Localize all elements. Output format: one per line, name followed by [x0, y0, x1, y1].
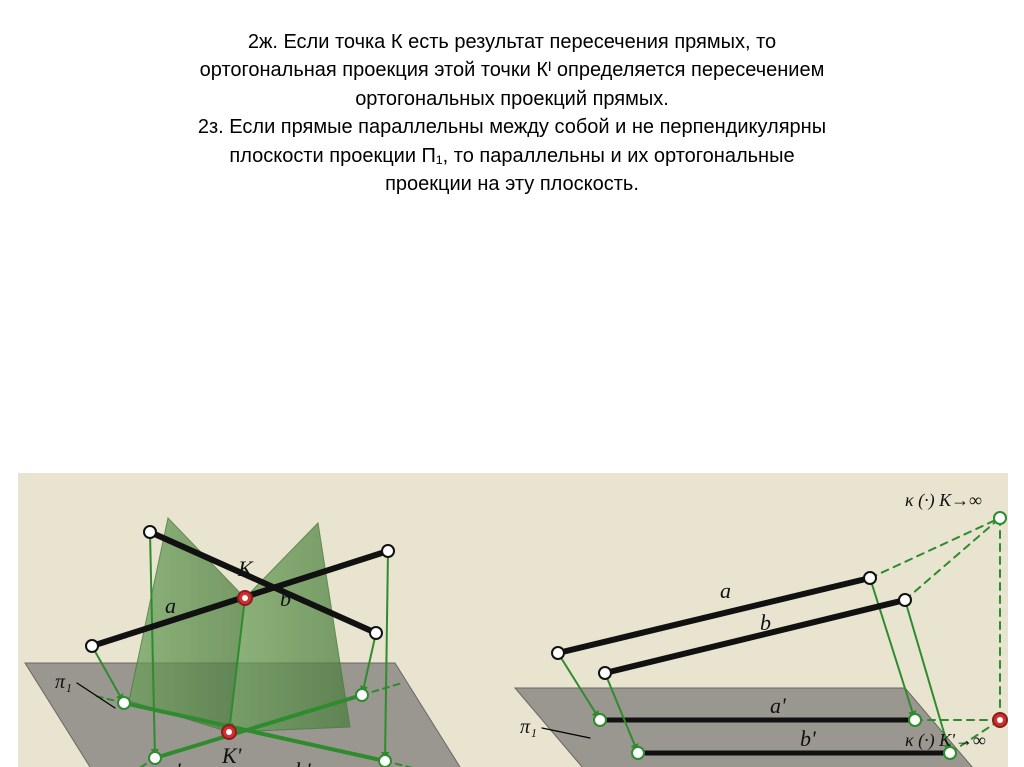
svg-text:a: a — [165, 593, 176, 618]
svg-text:π₁: π₁ — [55, 671, 72, 693]
svg-text:K': K' — [221, 743, 242, 767]
svg-text:a': a' — [770, 693, 786, 718]
hline1: 2ж. Если точка К есть результат пересече… — [28, 28, 996, 56]
svg-text:b': b' — [800, 726, 816, 751]
svg-text:b': b' — [295, 758, 311, 767]
svg-text:κ (·) K'→∞: κ (·) K'→∞ — [905, 730, 986, 751]
svg-text:K: K — [237, 556, 254, 581]
header-text: 2ж. Если точка К есть результат пересече… — [0, 0, 1024, 198]
figure-container: π₁abKa'b'K'π₁aba'b'κ (·) K→∞κ (·) K'→∞ — [0, 198, 1024, 718]
svg-text:π₁: π₁ — [520, 716, 537, 738]
svg-text:κ (·) K→∞: κ (·) K→∞ — [905, 490, 982, 511]
hline5: плоскости проекции П₁, то параллельны и … — [28, 142, 996, 170]
svg-text:b: b — [760, 610, 771, 635]
hline2: ортогональная проекция этой точки Кᴵ опр… — [28, 56, 996, 84]
projection-diagram: π₁ a b Ka' b' K' π₁ a b a' b' κ (·) K→∞ κ (·) K'→∞ — [0, 198, 1024, 767]
svg-text:b: b — [280, 586, 291, 611]
hline6: проекции на эту плоскость. — [28, 170, 996, 198]
svg-text:a: a — [720, 578, 731, 603]
hline3: ортогональных проекций прямых. — [28, 85, 996, 113]
svg-text:a': a' — [165, 758, 181, 767]
hline4: 2з. Если прямые параллельны между собой … — [28, 113, 996, 141]
